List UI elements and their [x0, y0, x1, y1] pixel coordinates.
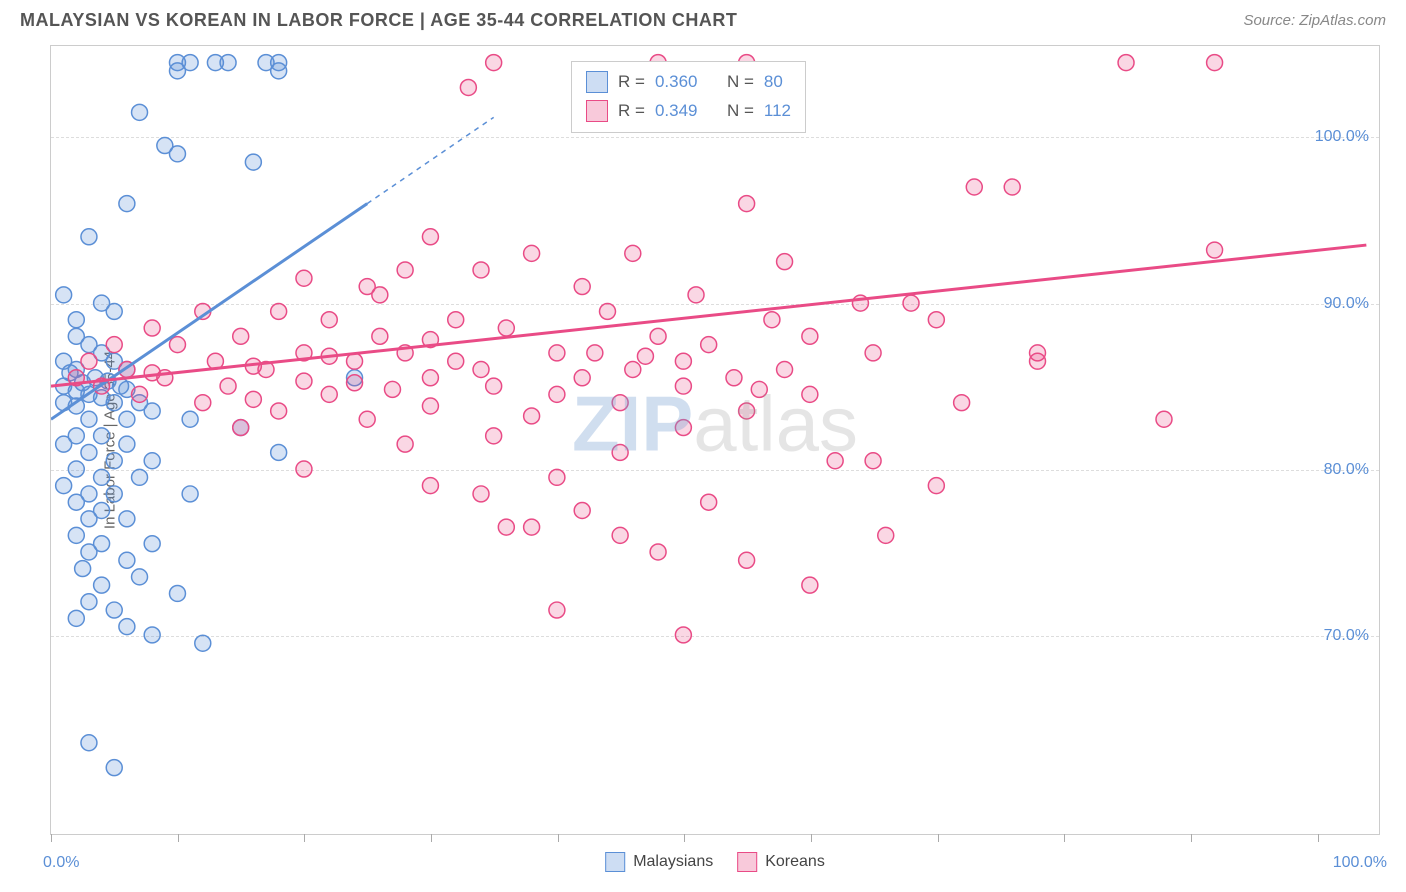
stats-legend: R = 0.360 N = 80 R = 0.349 N = 112 [571, 61, 806, 133]
r-value-koreans: 0.349 [655, 97, 698, 126]
stats-swatch-koreans [586, 100, 608, 122]
y-tick-label: 70.0% [1324, 627, 1369, 645]
r-label: R = [618, 68, 645, 97]
legend-item-malaysians: Malaysians [605, 852, 713, 872]
chart-container: MALAYSIAN VS KOREAN IN LABOR FORCE | AGE… [0, 0, 1406, 892]
y-tick-label: 90.0% [1324, 295, 1369, 313]
legend-swatch-koreans [737, 852, 757, 872]
y-tick-label: 100.0% [1315, 128, 1369, 146]
r-label: R = [618, 97, 645, 126]
legend-item-koreans: Koreans [737, 852, 825, 872]
chart-header: MALAYSIAN VS KOREAN IN LABOR FORCE | AGE… [0, 0, 1406, 36]
stats-row-koreans: R = 0.349 N = 112 [586, 97, 791, 126]
r-value-malaysians: 0.360 [655, 68, 698, 97]
stats-swatch-malaysians [586, 71, 608, 93]
bottom-legend: Malaysians Koreans [605, 852, 825, 872]
legend-label-malaysians: Malaysians [633, 853, 713, 871]
legend-swatch-malaysians [605, 852, 625, 872]
source-attribution: Source: ZipAtlas.com [1243, 12, 1386, 29]
n-value-malaysians: 80 [764, 68, 783, 97]
n-value-koreans: 112 [764, 97, 791, 126]
chart-title: MALAYSIAN VS KOREAN IN LABOR FORCE | AGE… [20, 10, 737, 31]
x-tick-label-100: 100.0% [1333, 854, 1387, 872]
stats-row-malaysians: R = 0.360 N = 80 [586, 68, 791, 97]
scatter-plot-svg [51, 46, 1379, 834]
n-label: N = [727, 97, 754, 126]
n-label: N = [727, 68, 754, 97]
legend-label-koreans: Koreans [765, 853, 825, 871]
y-tick-label: 80.0% [1324, 461, 1369, 479]
plot-area: In Labor Force | Age 35-44 ZIPatlas R = … [50, 45, 1380, 835]
x-tick-label-0: 0.0% [43, 854, 79, 872]
